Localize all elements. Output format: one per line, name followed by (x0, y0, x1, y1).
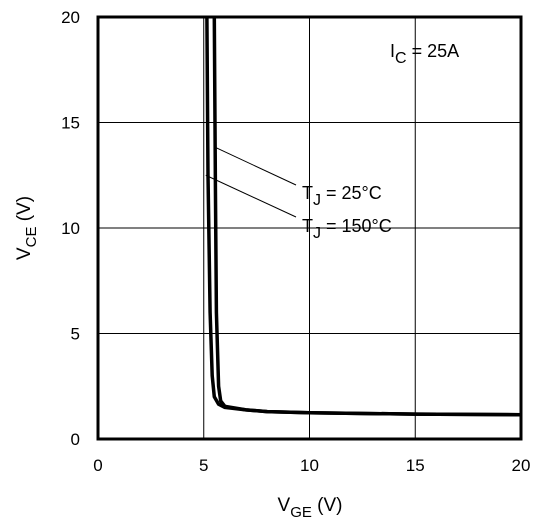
x-tick-label: 10 (300, 456, 319, 475)
y-tick-label: 10 (61, 219, 80, 238)
y-tick-label: 5 (71, 325, 80, 344)
test-condition-label: IC = 25A (390, 41, 459, 67)
y-tick-label: 20 (61, 8, 80, 27)
condition-sub: C (395, 50, 407, 67)
x-tick-label: 0 (93, 456, 102, 475)
annot-layer: TJ = 25°C TJ = 150°C (205, 147, 392, 242)
series-label: TJ = 25°C (302, 183, 382, 209)
series-label: TJ = 150°C (302, 216, 392, 242)
y-axis-label: VCE (V) (14, 196, 40, 260)
x-tick-label: 15 (406, 456, 425, 475)
series-leader-line (216, 147, 297, 186)
condition-main: I (390, 41, 395, 61)
curve-layer (205, 16, 522, 417)
series-line-tj-150c (205, 16, 522, 417)
x-axis-label-main: V (278, 495, 291, 516)
y-axis-label-main: V (14, 247, 35, 260)
x-axis-label-sub: GE (290, 504, 312, 521)
y-axis-label-sub: CE (23, 227, 40, 248)
series-leader-line (205, 174, 297, 218)
y-tick-label: 0 (71, 430, 80, 449)
y-tick-label: 15 (61, 114, 80, 133)
x-tick-label: 5 (199, 456, 208, 475)
condition-rest: = 25A (407, 41, 460, 61)
x-axis-label: VGE (V) (278, 495, 343, 521)
tick-layer: 0 5 10 15 20 0 5 10 15 20 (61, 8, 530, 475)
plot-frame (96, 15, 523, 441)
grid-layer (98, 17, 521, 439)
x-tick-label: 20 (512, 456, 531, 475)
x-axis-label-unit: (V) (312, 495, 343, 516)
y-axis-label-unit: (V) (14, 196, 35, 227)
